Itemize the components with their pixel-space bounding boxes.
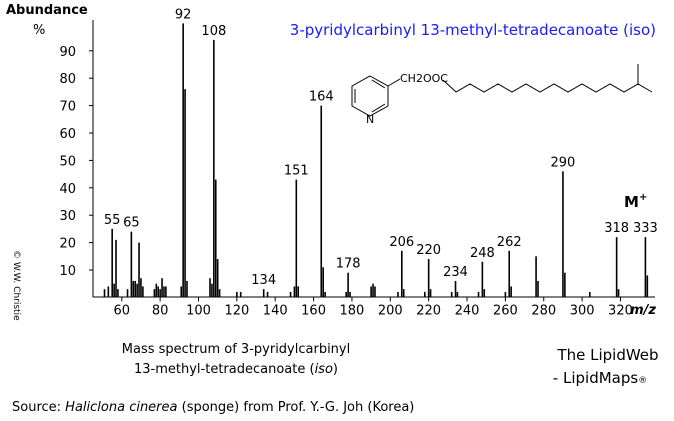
credit-part: - LipidMaps	[553, 369, 639, 387]
structure-group: CH2OOC	[400, 72, 448, 85]
peak-label: 333	[633, 221, 658, 236]
ion-label: M+	[624, 192, 647, 211]
peak-label: 318	[604, 221, 629, 236]
peak-label: 248	[470, 246, 495, 261]
y-tick-label: 40	[59, 182, 76, 197]
source-part: Haliclona cinerea	[65, 400, 177, 415]
peak-label: 290	[551, 155, 576, 170]
x-tick-label: 60	[113, 303, 130, 318]
credit: - LipidMaps®	[553, 369, 647, 387]
bond	[371, 79, 386, 89]
y-unit: %	[33, 23, 45, 38]
peak-label: 55	[104, 213, 121, 228]
x-tick-label: 320	[608, 303, 633, 318]
bond	[371, 103, 386, 113]
x-tick-label: 240	[455, 303, 480, 318]
y-label: Abundance	[6, 3, 88, 18]
credit-mark: ®	[638, 376, 647, 386]
caption-part: )	[333, 362, 338, 377]
caption: Mass spectrum of 3-pyridylcarbinyl	[122, 342, 350, 357]
peak-label: 178	[336, 257, 361, 272]
structure	[351, 64, 653, 117]
credit: The LipidWeb	[556, 346, 658, 364]
x-tick-label: 160	[301, 303, 326, 318]
chain	[442, 79, 653, 93]
chart-title: 3-pyridylcarbinyl 13-methyl-tetradecanoa…	[290, 21, 656, 39]
peak-label: 151	[284, 164, 309, 179]
y-tick-label: 20	[59, 237, 76, 252]
peak-label: 164	[309, 90, 334, 105]
source-part: (sponge) from Prof. Y.-G. Joh (Korea)	[178, 400, 415, 415]
peak-label: 206	[389, 235, 414, 250]
x-tick-label: 80	[152, 303, 169, 318]
x-tick-label: 280	[531, 303, 556, 318]
x-tick-label: 300	[570, 303, 595, 318]
peak-label: 134	[251, 273, 276, 288]
peak-label: 108	[201, 24, 226, 39]
bond	[387, 78, 401, 87]
peak-label: 262	[497, 235, 522, 250]
caption: 13-methyl-tetradecanoate (iso)	[134, 362, 338, 377]
peak-label: 220	[416, 243, 441, 258]
source-part: Source:	[12, 400, 65, 415]
y-tick-label: 70	[59, 100, 76, 115]
copyright: © W.W. Christie	[11, 250, 21, 321]
y-tick-label: 50	[59, 154, 76, 169]
y-tick-label: 30	[59, 209, 76, 224]
structure-atom: N	[366, 113, 374, 126]
x-tick-label: 100	[186, 303, 211, 318]
caption-part: iso	[315, 362, 333, 377]
y-tick-label: 10	[59, 264, 76, 279]
x-tick-label: 260	[493, 303, 518, 318]
y-tick-label: 80	[59, 72, 76, 87]
ring	[351, 75, 389, 117]
ion-charge: +	[639, 192, 647, 203]
x-tick-label: 200	[378, 303, 403, 318]
peak-label: 234	[443, 265, 468, 280]
x-tick-label: 220	[416, 303, 441, 318]
source: Source: Haliclona cinerea (sponge) from …	[12, 400, 414, 415]
peak-label: 92	[175, 7, 192, 22]
y-tick-label: 90	[59, 45, 76, 60]
y-tick-label: 60	[59, 127, 76, 142]
x-tick-label: 180	[340, 303, 365, 318]
x-tick-label: 120	[224, 303, 249, 318]
x-tick-label: 140	[263, 303, 288, 318]
x-label: m/z	[630, 303, 656, 318]
caption-part: 13-methyl-tetradecanoate (	[134, 362, 315, 377]
peak-label: 65	[123, 216, 140, 231]
ion-name: M	[624, 193, 639, 211]
